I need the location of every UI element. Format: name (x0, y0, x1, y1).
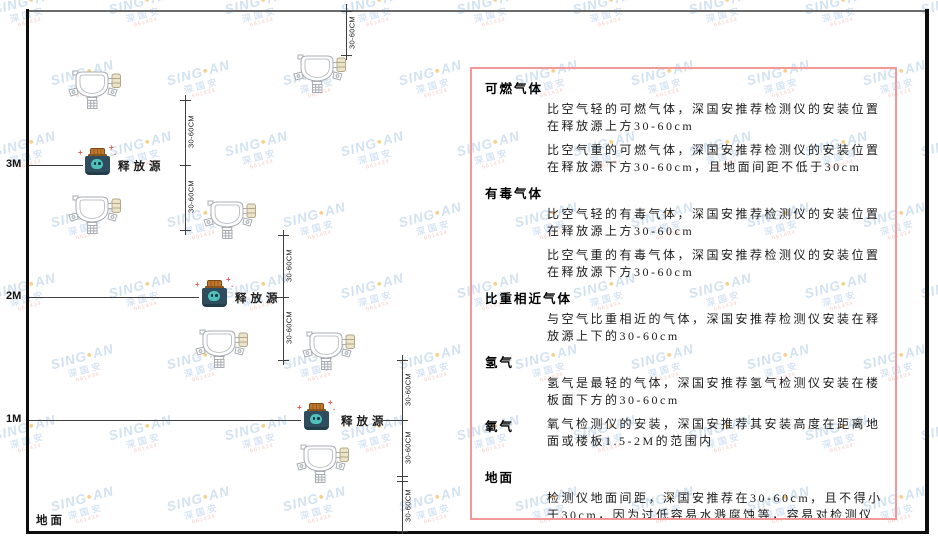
right-wall-line (925, 9, 929, 534)
gas-detector-icon (291, 50, 347, 94)
dimension-label: 30-60CM (403, 373, 413, 406)
section-heading: 可燃气体 (485, 82, 544, 96)
ground-label: 地面 (36, 515, 65, 527)
dimension-line (346, 4, 347, 60)
dimension-tick (278, 235, 289, 236)
dimension-tick (180, 100, 191, 101)
section-paragraph: 比空气重的可燃气体，深国安推荐检测仪的安装位置在释放源下方30-60cm，且地面… (547, 143, 881, 174)
installation-guide-panel: 可燃气体 比空气轻的可燃气体，深国安推荐检测仪的安装位置在释放源上方30-60c… (470, 67, 897, 520)
dimension-tick (341, 55, 352, 56)
dimension-label: 30-60CM (403, 431, 413, 464)
dimension-line (402, 355, 403, 534)
gas-detector-icon (193, 325, 249, 369)
dimension-label: 30-60CM (284, 311, 294, 344)
dimension-tick (278, 297, 289, 298)
gas-detector-icon (294, 440, 350, 484)
section-heading: 氢气 (485, 356, 515, 370)
dimension-tick (278, 360, 289, 361)
axis-label-1m: 1M (6, 413, 22, 425)
release-source-label: 释放源 (341, 416, 388, 428)
axis-label-2m: 2M (6, 290, 22, 302)
section-paragraph: 检测仪地面间距，深国安推荐在30-60cm，且不得小于30cm，因为过低容易水溅… (547, 491, 883, 520)
section-heading: 氧气 (485, 420, 515, 434)
section-paragraph: 氧气检测仪的安装，深国安推荐其安装高度在距离地面或楼板1.5-2M的范围内 (547, 417, 881, 448)
release-source-icon: + + · (297, 399, 336, 434)
level-line-1m-connector (383, 420, 402, 421)
section-paragraph: 氢气是最轻的气体，深国安推荐氢气检测仪安装在楼板面下方的30-60cm (547, 376, 881, 407)
release-source-icon: + + · (78, 144, 117, 179)
dimension-label: 30-60CM (403, 489, 413, 522)
section-similar-density-gas: 比重相近气体 与空气比重相近的气体，深国安推荐检测仪安装在释放源上下的30-60… (485, 288, 883, 344)
level-line-3m (29, 165, 83, 166)
dimension-tick (180, 165, 191, 166)
section-paragraph: 与空气比重相近的气体，深国安推荐检测仪安装在释放源上下的30-60cm (547, 312, 881, 343)
ceiling-line (27, 10, 928, 12)
dimension-label: 30-60CM (284, 249, 294, 282)
section-hydrogen: 氢气 氢气是最轻的气体，深国安推荐氢气检测仪安装在楼板面下方的30-60cm (485, 352, 883, 408)
left-wall-line (26, 9, 29, 534)
section-toxic-gas: 有毒气体 比空气轻的有毒气体，深国安推荐检测仪的安装位置在释放源上方30-60c… (485, 183, 883, 280)
section-heading: 地面 (485, 471, 515, 485)
dimension-tick (341, 11, 352, 12)
dimension-label: 30-60CM (186, 180, 196, 213)
section-paragraph: 比空气轻的有毒气体，深国安推荐检测仪的安装位置在释放源上方30-60cm (547, 207, 881, 238)
ground-line (26, 531, 929, 534)
section-heading: 有毒气体 (485, 187, 544, 201)
release-source-label: 释放源 (118, 161, 165, 173)
dimension-tick (397, 360, 408, 361)
section-heading: 比重相近气体 (485, 292, 573, 306)
release-source-icon: + + · (195, 276, 234, 311)
dimension-label: 30-60CM (186, 115, 196, 148)
dimension-tick (397, 481, 408, 482)
section-combustible-gas: 可燃气体 比空气轻的可燃气体，深国安推荐检测仪的安装位置在释放源上方30-60c… (485, 78, 883, 175)
gas-detector-icon (201, 196, 257, 240)
dimension-tick (180, 230, 191, 231)
gas-detector-icon (66, 191, 122, 235)
dimension-tick (397, 420, 408, 421)
dimension-tick (397, 531, 408, 532)
release-source-label: 释放源 (235, 293, 282, 305)
section-paragraph: 比空气重的有毒气体，深国安推荐检测仪的安装位置在释放源下方30-60cm (547, 248, 881, 279)
level-line-2m (29, 297, 199, 298)
section-oxygen: 氧气 氧气检测仪的安装，深国安推荐其安装高度在距离地面或楼板1.5-2M的范围内 (485, 416, 883, 457)
section-ground: 地面 检测仪地面间距，深国安推荐在30-60cm，且不得小于30cm，因为过低容… (485, 467, 883, 520)
section-paragraph: 比空气轻的可燃气体，深国安推荐检测仪的安装位置在释放源上方30-60cm (547, 102, 881, 133)
gas-detector-icon (66, 66, 122, 110)
level-line-1m (29, 420, 301, 421)
axis-label-3m: 3M (6, 158, 22, 170)
gas-detector-icon (300, 327, 356, 371)
dimension-label: 30-60CM (347, 16, 357, 49)
dimension-tick (397, 476, 408, 477)
